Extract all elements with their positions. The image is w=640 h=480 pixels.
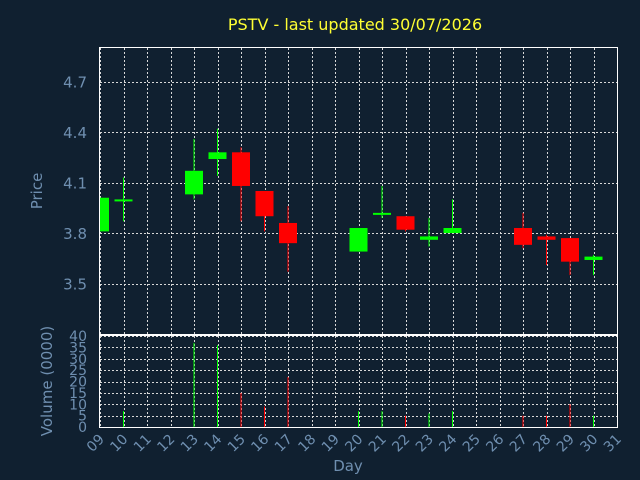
x-tick-label: 24 bbox=[436, 431, 460, 455]
candle bbox=[349, 228, 368, 252]
volume-tick-label: 35 bbox=[69, 340, 87, 356]
volume-bars bbox=[123, 342, 594, 427]
candle bbox=[208, 128, 227, 176]
candle-body bbox=[373, 212, 391, 215]
candles bbox=[99, 128, 603, 276]
price-gridlines bbox=[100, 48, 618, 334]
candle bbox=[255, 191, 274, 232]
volume-gridlines bbox=[100, 336, 618, 428]
x-tick-label: 18 bbox=[295, 432, 319, 456]
x-tick-label: 11 bbox=[131, 432, 155, 456]
x-axis-label: Day bbox=[333, 457, 363, 475]
x-tick-label: 19 bbox=[319, 432, 343, 456]
x-tick-label: 22 bbox=[389, 432, 413, 456]
candle bbox=[114, 177, 133, 222]
volume-tick-label: 30 bbox=[69, 352, 87, 368]
price-tick-label: 4.7 bbox=[63, 74, 87, 92]
volume-tick-label: 10 bbox=[69, 397, 87, 413]
x-tick-label: 14 bbox=[201, 431, 225, 455]
candle-body bbox=[185, 170, 203, 195]
volume-axis-label: Volume (0000) bbox=[38, 326, 56, 436]
candle-body bbox=[279, 222, 297, 244]
volume-tick-label: 5 bbox=[78, 409, 87, 425]
x-tick-label: 21 bbox=[366, 432, 390, 456]
x-tick-label: 12 bbox=[154, 432, 178, 456]
candle-body bbox=[100, 197, 109, 232]
x-tick-label: 23 bbox=[413, 432, 437, 456]
candle-body bbox=[584, 256, 603, 260]
candle-body bbox=[255, 191, 274, 217]
candle bbox=[232, 147, 250, 222]
price-tick-label: 4.1 bbox=[63, 175, 87, 193]
candle-body bbox=[514, 228, 532, 245]
volume-panel-frame bbox=[99, 335, 618, 428]
candle-body bbox=[114, 199, 133, 202]
volume-tick-label: 0 bbox=[78, 420, 87, 436]
candle-body bbox=[396, 216, 415, 230]
chart-title: PSTV - last updated 30/07/2026 bbox=[228, 15, 482, 34]
x-tick-label: 27 bbox=[507, 432, 531, 456]
candle-body bbox=[208, 152, 227, 160]
candle bbox=[185, 138, 203, 200]
candle bbox=[279, 206, 297, 272]
candle-body bbox=[561, 238, 579, 262]
candle-body bbox=[232, 152, 250, 186]
x-tick-label: 25 bbox=[460, 432, 484, 456]
x-tick-label: 17 bbox=[272, 432, 296, 456]
x-tick-label: 15 bbox=[225, 432, 249, 456]
volume-tick-label: 20 bbox=[69, 375, 87, 391]
candle-body bbox=[420, 236, 438, 240]
volume-tick-label: 40 bbox=[69, 329, 87, 345]
price-tick-label: 3.5 bbox=[63, 276, 87, 294]
x-tick-label: 13 bbox=[178, 432, 202, 456]
price-panel-frame bbox=[99, 47, 618, 335]
candle bbox=[514, 212, 532, 249]
candle bbox=[373, 185, 391, 218]
candle bbox=[561, 238, 579, 276]
candle bbox=[396, 216, 415, 232]
x-tick-label: 09 bbox=[84, 432, 108, 456]
x-tick-label: 10 bbox=[107, 432, 131, 456]
price-y-ticks: 3.5 3.8 4.1 4.4 4.7 bbox=[63, 74, 87, 294]
price-axis-label: Price bbox=[28, 173, 46, 210]
candle bbox=[443, 199, 462, 234]
x-tick-label: 31 bbox=[601, 432, 625, 456]
x-tick-label: 16 bbox=[248, 431, 272, 455]
candle-body bbox=[443, 228, 462, 234]
candle bbox=[420, 217, 438, 247]
candle bbox=[99, 197, 109, 232]
x-tick-label: 30 bbox=[577, 432, 601, 456]
x-tick-label: 20 bbox=[342, 432, 366, 456]
volume-tick-label: 15 bbox=[69, 386, 87, 402]
candle-body bbox=[537, 236, 556, 240]
price-tick-label: 3.8 bbox=[63, 225, 87, 243]
candle bbox=[537, 234, 556, 266]
candle bbox=[584, 254, 603, 276]
x-tick-label: 28 bbox=[530, 432, 554, 456]
price-tick-label: 4.4 bbox=[63, 124, 87, 142]
x-tick-label: 26 bbox=[483, 431, 507, 455]
x-tick-label: 29 bbox=[554, 432, 578, 456]
candle-body bbox=[349, 228, 368, 252]
x-ticks: 09 10 11 12 13 14 15 16 17 18 19 20 21 22 23 24 25 26 27 28… bbox=[84, 431, 625, 455]
volume-tick-label: 25 bbox=[69, 363, 87, 379]
